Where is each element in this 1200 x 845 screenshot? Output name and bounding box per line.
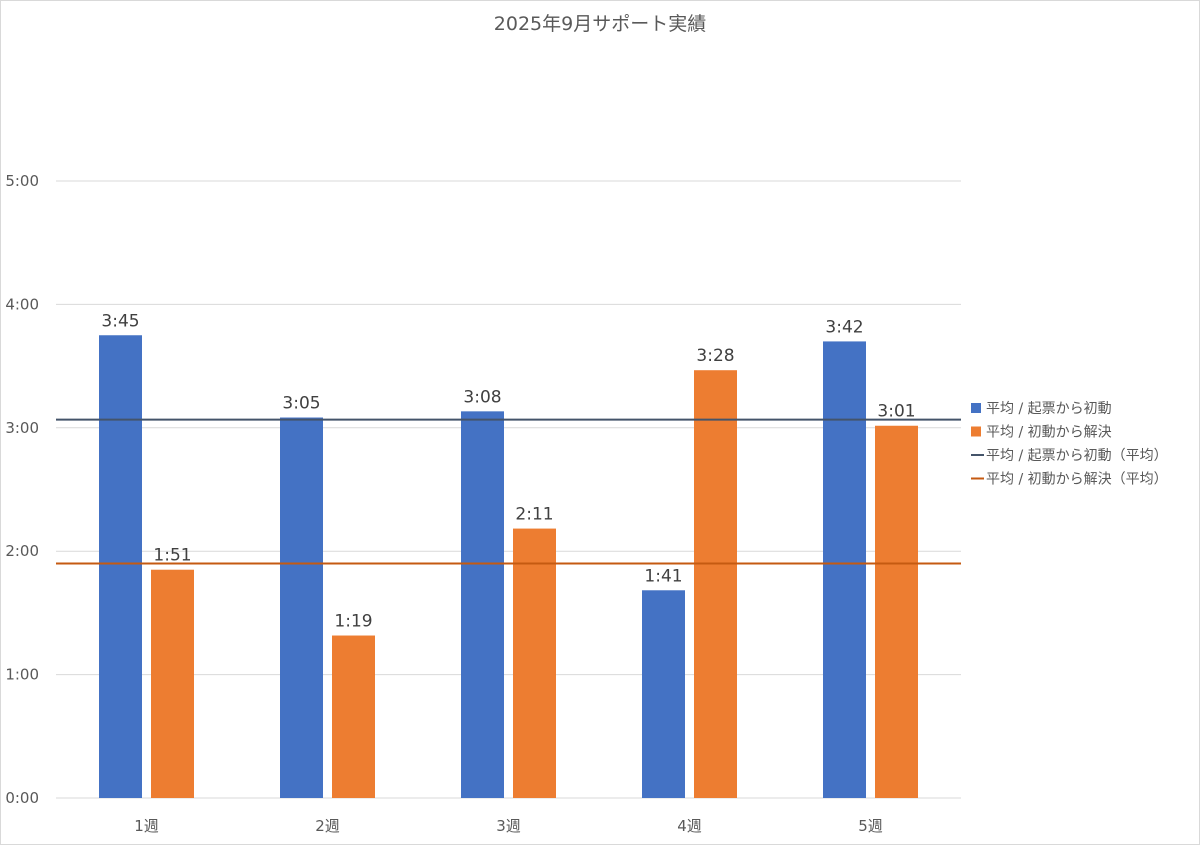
y-tick-label: 3:00 xyxy=(5,419,39,437)
x-tick-label: 3週 xyxy=(496,817,521,835)
legend-label-series-1: 平均 / 起票から初動 xyxy=(986,400,1112,417)
data-label-series-1-3: 3:08 xyxy=(463,387,501,407)
bar-series-1-5 xyxy=(823,341,866,798)
y-tick-label: 2:00 xyxy=(5,542,39,560)
y-tick-label: 4:00 xyxy=(5,295,39,313)
bar-series-1-2 xyxy=(280,417,323,798)
y-tick-label: 5:00 xyxy=(5,172,39,190)
legend-label-reference-2: 平均 / 初動から解決（平均） xyxy=(986,471,1168,488)
bar-series-1-3 xyxy=(461,411,504,798)
chart-title: 2025年9月サポート実績 xyxy=(494,13,706,35)
x-tick-label: 4週 xyxy=(677,817,702,835)
data-label-series-2-4: 3:28 xyxy=(696,346,734,366)
legend-label-reference-1: 平均 / 起票から初動（平均） xyxy=(986,447,1168,464)
data-label-series-1-4: 1:41 xyxy=(644,566,682,586)
data-label-series-1-5: 3:42 xyxy=(825,317,863,337)
data-label-layer: 3:45 3:05 3:08 1:41 3:42 1:51 1:19 2:11 3:28 3:01 xyxy=(101,311,915,631)
x-tick-label: 5週 xyxy=(858,817,883,835)
axis-layer: 0:00 1:00 2:00 3:00 4:00 5:00 1週 2週 3週 4週 5週 xyxy=(5,172,882,835)
reference-line-layer xyxy=(56,418,961,565)
bar-layer xyxy=(99,335,918,798)
x-tick-label: 1週 xyxy=(134,817,159,835)
legend-swatch-series-1 xyxy=(971,403,981,413)
bar-series-2-3 xyxy=(513,528,556,798)
bar-series-2-1 xyxy=(151,569,194,798)
y-tick-label: 1:00 xyxy=(5,666,39,684)
data-label-series-2-1: 1:51 xyxy=(153,546,191,566)
y-tick-label: 0:00 xyxy=(5,789,39,807)
data-label-series-2-2: 1:19 xyxy=(334,612,372,632)
data-label-series-2-5: 3:01 xyxy=(877,402,915,422)
legend-label-series-2: 平均 / 初動から解決 xyxy=(986,424,1112,441)
bar-series-2-4 xyxy=(694,370,737,798)
bar-series-1-1 xyxy=(99,335,142,798)
data-label-series-2-3: 2:11 xyxy=(515,505,553,525)
legend-swatch-series-2 xyxy=(971,426,981,437)
bar-series-2-5 xyxy=(875,425,918,798)
bar-series-1-4 xyxy=(642,590,685,798)
data-label-series-1-2: 3:05 xyxy=(282,394,320,414)
grid-layer xyxy=(56,180,961,799)
x-tick-label: 2週 xyxy=(315,817,340,835)
bar-series-2-2 xyxy=(332,635,375,798)
data-label-series-1-1: 3:45 xyxy=(101,311,139,331)
